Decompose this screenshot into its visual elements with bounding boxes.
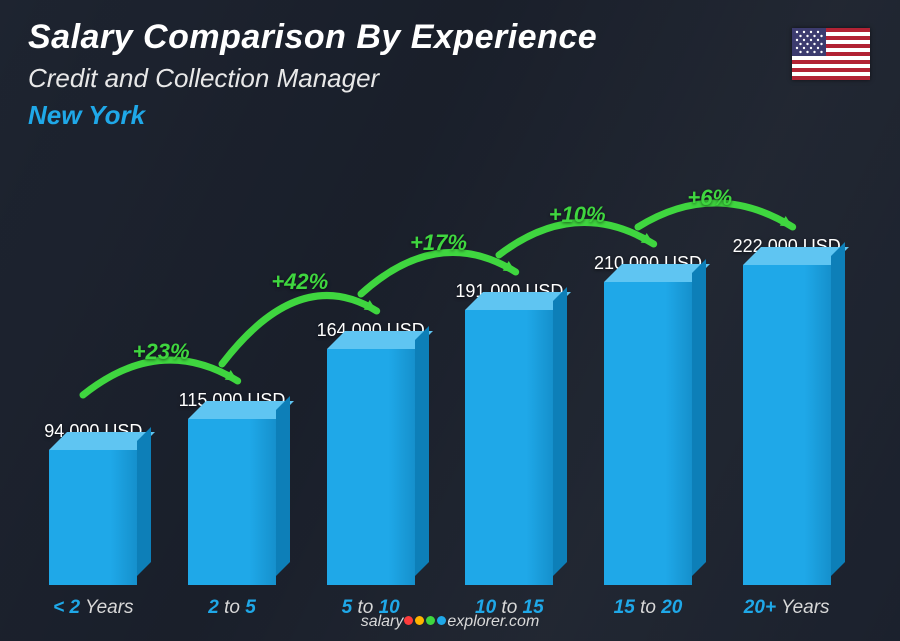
brand-dot-icon [437,616,446,625]
brand-dot-icon [426,616,435,625]
chart-subtitle: Credit and Collection Manager [28,63,597,94]
increase-pct-label: +10% [549,202,606,228]
bar-chart: 94,000 USD< 2 Years115,000 USD2 to 5164,… [30,105,850,585]
bar [327,349,415,585]
bar-column: 191,000 USD10 to 15 [446,105,573,585]
bar [49,450,137,585]
brand-post: explorer.com [447,613,539,630]
increase-pct-label: +23% [133,339,190,365]
bar [604,282,692,585]
bar-column: 222,000 USD20+ Years [723,105,850,585]
bar [465,310,553,585]
infographic-root: Salary Comparison By Experience Credit a… [0,0,900,641]
bar [188,419,276,585]
bar-column: 210,000 USD15 to 20 [585,105,712,585]
bar [743,265,831,585]
bar-column: 164,000 USD5 to 10 [307,105,434,585]
brand-dot-icon [404,616,413,625]
us-flag-icon [792,28,870,80]
increase-pct-label: +6% [687,185,732,211]
brand-dot-icon [415,616,424,625]
brand-pre: salary [361,613,404,630]
chart-title: Salary Comparison By Experience [28,18,597,57]
footer-brand: salary explorer.com [0,613,900,631]
increase-pct-label: +42% [271,269,328,295]
increase-pct-label: +17% [410,230,467,256]
